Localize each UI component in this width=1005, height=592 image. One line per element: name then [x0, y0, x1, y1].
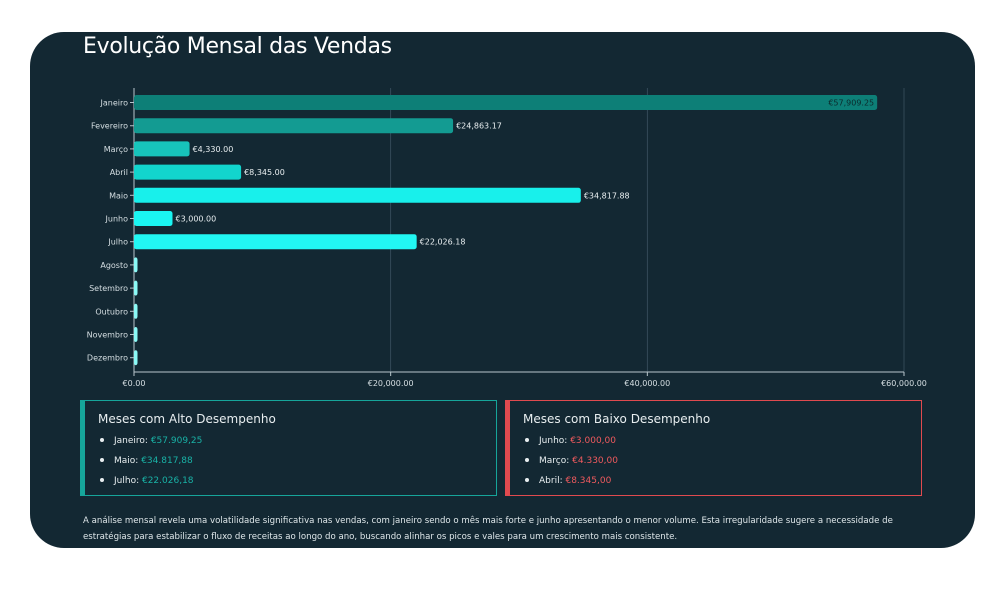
item-value: €57.909,25 — [150, 436, 203, 446]
item-value: €34.817,88 — [141, 456, 193, 466]
item-month: Maio: — [114, 456, 139, 466]
bar-outubro — [134, 303, 138, 319]
y-tick-label: Julho — [107, 238, 128, 247]
y-tick-label: Dezembro — [87, 354, 128, 363]
bar-março — [134, 141, 190, 157]
bar-abril — [134, 164, 242, 180]
bar-novembro — [134, 327, 138, 342]
bullet-icon — [525, 477, 529, 482]
y-tick-label: Setembro — [89, 284, 128, 293]
bullet-icon — [100, 437, 104, 442]
y-tick-label: Junho — [105, 215, 129, 224]
y-tick-label: Janeiro — [100, 99, 129, 108]
data-label: €8,345.00 — [244, 168, 285, 177]
bullet-icon — [100, 477, 104, 482]
y-tick-label: Outubro — [95, 307, 128, 316]
bar-junho — [134, 211, 173, 226]
data-label: €22,026.18 — [420, 238, 466, 247]
low-performance-card: Meses com Baixo Desempenho Junho: €3.000… — [505, 400, 922, 496]
x-tick-label: €40,000.00 — [624, 379, 670, 388]
summary-text: A análise mensal revela uma volatilidade… — [83, 516, 893, 542]
bullet-icon — [525, 457, 529, 462]
list-item: Junho: €3.000,00 — [525, 435, 618, 455]
data-label: €4,330.00 — [193, 145, 234, 154]
y-tick-label: Fevereiro — [91, 122, 128, 131]
y-tick-label: Novembro — [87, 331, 129, 340]
page-title: Evolução Mensal das Vendas — [83, 34, 392, 59]
bar-janeiro — [134, 95, 878, 110]
item-month: Abril: — [539, 476, 563, 486]
item-value: €22.026,18 — [141, 476, 194, 486]
item-value: €8.345,00 — [565, 476, 612, 486]
item-month: Março: — [539, 456, 570, 466]
bar-agosto — [134, 257, 138, 273]
data-label: €57,909.25 — [828, 99, 874, 108]
list-item: Maio: €34.817,88 — [100, 455, 202, 475]
bar-fevereiro — [134, 118, 454, 134]
list-item: Março: €4.330,00 — [525, 455, 618, 475]
dashboard-panel: Evolução Mensal das Vendas €0.00 €20,000.… — [30, 32, 975, 548]
y-tick-label: Agosto — [100, 261, 128, 270]
bar-julho — [134, 234, 417, 250]
item-month: Janeiro: — [114, 436, 148, 446]
list-item: Janeiro: €57.909,25 — [100, 435, 202, 455]
sales-bar-chart: €0.00 €20,000.00 €40,000.00 €60,000.00 Janei… — [87, 88, 927, 388]
x-tick-label: €0.00 — [123, 379, 146, 388]
high-card-list: Janeiro: €57.909,25 Maio: €34.817,88 Jul… — [100, 435, 202, 495]
x-tick-label: €60,000.00 — [881, 379, 927, 388]
bar-dezembro — [134, 350, 138, 366]
low-card-list: Junho: €3.000,00 Março: €4.330,00 Abril:… — [525, 435, 618, 495]
list-item: Julho: €22.026,18 — [100, 475, 202, 495]
bullet-icon — [100, 457, 104, 462]
item-month: Julho: — [114, 476, 140, 486]
item-month: Junho: — [539, 436, 568, 446]
data-label: €3,000.00 — [176, 215, 217, 224]
bar-setembro — [134, 280, 138, 296]
y-tick-label: Abril — [110, 168, 128, 177]
bar-maio — [134, 187, 581, 203]
high-card-title: Meses com Alto Desempenho — [98, 412, 276, 426]
item-value: €4.330,00 — [572, 456, 618, 466]
x-tick-label: €20,000.00 — [368, 379, 414, 388]
item-value: €3.000,00 — [570, 436, 616, 446]
low-card-title: Meses com Baixo Desempenho — [523, 412, 711, 426]
y-tick-label: Maio — [109, 191, 128, 200]
data-label: €34,817.88 — [584, 191, 630, 200]
data-label: €24,863.17 — [456, 122, 502, 131]
y-tick-label: Março — [104, 145, 128, 154]
list-item: Abril: €8.345,00 — [525, 475, 618, 495]
high-performance-card: Meses com Alto Desempenho Janeiro: €57.9… — [80, 400, 497, 496]
bullet-icon — [525, 437, 529, 442]
